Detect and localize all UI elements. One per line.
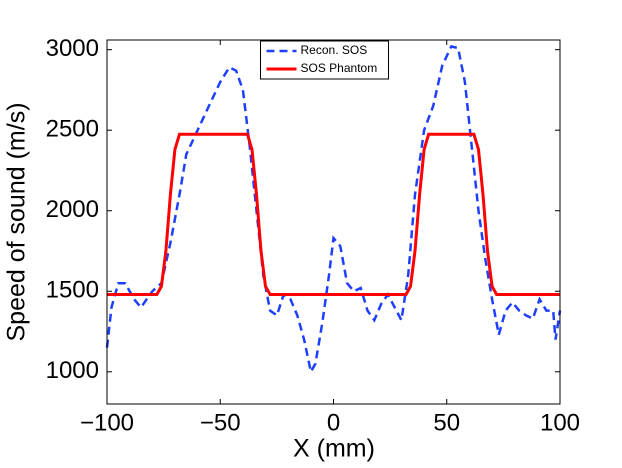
x-tick-label: 50 [433, 409, 460, 436]
x-axis-label: X (mm) [293, 435, 375, 463]
y-tick-label: 2000 [46, 196, 99, 223]
y-tick-label: 3000 [46, 35, 99, 62]
axes-box [106, 39, 561, 405]
legend-box [260, 40, 389, 80]
legend: Recon. SOS SOS Phantom [260, 40, 389, 80]
series-line [105, 44, 562, 376]
series-line [107, 132, 560, 296]
y-axis-label: Speed of sound (m/s) [3, 102, 31, 341]
legend-label: Recon. SOS [301, 43, 368, 57]
x-tick-label: −100 [80, 409, 134, 436]
legend-label: SOS Phantom [301, 61, 378, 75]
x-tick-label: −50 [200, 409, 241, 436]
y-tick-label: 2500 [46, 116, 99, 143]
x-tick-label: 0 [327, 409, 340, 436]
x-tick-label: 100 [540, 409, 580, 436]
y-tick-label: 1500 [46, 277, 99, 304]
y-tick-label: 1000 [46, 357, 99, 384]
